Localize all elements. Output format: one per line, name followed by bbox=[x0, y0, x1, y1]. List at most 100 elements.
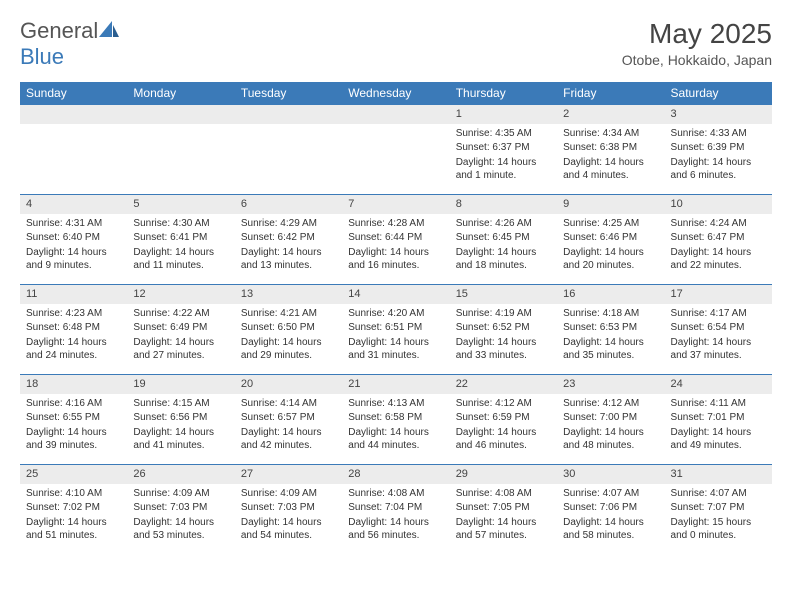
day-number: 23 bbox=[557, 375, 664, 394]
logo-text: GeneralBlue bbox=[20, 18, 120, 70]
title-block: May 2025 Otobe, Hokkaido, Japan bbox=[622, 18, 772, 68]
day-details: Sunrise: 4:19 AMSunset: 6:52 PMDaylight:… bbox=[450, 304, 557, 370]
sunset-text: Sunset: 6:57 PM bbox=[241, 411, 336, 425]
day-number: 10 bbox=[665, 195, 772, 214]
day-details: Sunrise: 4:18 AMSunset: 6:53 PMDaylight:… bbox=[557, 304, 664, 370]
sunrise-text: Sunrise: 4:10 AM bbox=[26, 487, 121, 501]
header: GeneralBlue May 2025 Otobe, Hokkaido, Ja… bbox=[20, 18, 772, 70]
sunset-text: Sunset: 6:58 PM bbox=[348, 411, 443, 425]
sail-icon bbox=[98, 18, 120, 44]
day-details: Sunrise: 4:31 AMSunset: 6:40 PMDaylight:… bbox=[20, 214, 127, 280]
sunrise-text: Sunrise: 4:33 AM bbox=[671, 127, 766, 141]
calendar-week-row: 25Sunrise: 4:10 AMSunset: 7:02 PMDayligh… bbox=[20, 465, 772, 555]
sunset-text: Sunset: 6:37 PM bbox=[456, 141, 551, 155]
sunset-text: Sunset: 6:48 PM bbox=[26, 321, 121, 335]
sunrise-text: Sunrise: 4:31 AM bbox=[26, 217, 121, 231]
calendar-cell: 16Sunrise: 4:18 AMSunset: 6:53 PMDayligh… bbox=[557, 285, 664, 375]
day-details: Sunrise: 4:12 AMSunset: 7:00 PMDaylight:… bbox=[557, 394, 664, 460]
daylight-text: Daylight: 14 hours and 35 minutes. bbox=[563, 336, 658, 363]
day-number: 14 bbox=[342, 285, 449, 304]
calendar-cell bbox=[127, 105, 234, 195]
day-number: 9 bbox=[557, 195, 664, 214]
day-number: 31 bbox=[665, 465, 772, 484]
sunset-text: Sunset: 6:53 PM bbox=[563, 321, 658, 335]
sunrise-text: Sunrise: 4:12 AM bbox=[456, 397, 551, 411]
sunrise-text: Sunrise: 4:09 AM bbox=[241, 487, 336, 501]
day-number: 19 bbox=[127, 375, 234, 394]
day-header-row: Sunday Monday Tuesday Wednesday Thursday… bbox=[20, 82, 772, 105]
calendar-cell: 1Sunrise: 4:35 AMSunset: 6:37 PMDaylight… bbox=[450, 105, 557, 195]
sunrise-text: Sunrise: 4:28 AM bbox=[348, 217, 443, 231]
sunset-text: Sunset: 6:59 PM bbox=[456, 411, 551, 425]
sunset-text: Sunset: 6:44 PM bbox=[348, 231, 443, 245]
day-number: 29 bbox=[450, 465, 557, 484]
sunset-text: Sunset: 6:50 PM bbox=[241, 321, 336, 335]
calendar-cell: 27Sunrise: 4:09 AMSunset: 7:03 PMDayligh… bbox=[235, 465, 342, 555]
sunset-text: Sunset: 6:42 PM bbox=[241, 231, 336, 245]
daylight-text: Daylight: 14 hours and 6 minutes. bbox=[671, 156, 766, 183]
daylight-text: Daylight: 14 hours and 18 minutes. bbox=[456, 246, 551, 273]
sunset-text: Sunset: 6:52 PM bbox=[456, 321, 551, 335]
day-details: Sunrise: 4:17 AMSunset: 6:54 PMDaylight:… bbox=[665, 304, 772, 370]
sunset-text: Sunset: 6:47 PM bbox=[671, 231, 766, 245]
day-details: Sunrise: 4:29 AMSunset: 6:42 PMDaylight:… bbox=[235, 214, 342, 280]
day-details: Sunrise: 4:11 AMSunset: 7:01 PMDaylight:… bbox=[665, 394, 772, 460]
day-header: Tuesday bbox=[235, 82, 342, 105]
sunrise-text: Sunrise: 4:29 AM bbox=[241, 217, 336, 231]
day-header: Friday bbox=[557, 82, 664, 105]
calendar-cell: 11Sunrise: 4:23 AMSunset: 6:48 PMDayligh… bbox=[20, 285, 127, 375]
calendar-cell: 6Sunrise: 4:29 AMSunset: 6:42 PMDaylight… bbox=[235, 195, 342, 285]
daylight-text: Daylight: 14 hours and 24 minutes. bbox=[26, 336, 121, 363]
day-header: Wednesday bbox=[342, 82, 449, 105]
calendar-cell: 26Sunrise: 4:09 AMSunset: 7:03 PMDayligh… bbox=[127, 465, 234, 555]
day-details: Sunrise: 4:23 AMSunset: 6:48 PMDaylight:… bbox=[20, 304, 127, 370]
calendar-cell: 9Sunrise: 4:25 AMSunset: 6:46 PMDaylight… bbox=[557, 195, 664, 285]
calendar-cell bbox=[20, 105, 127, 195]
sunset-text: Sunset: 6:54 PM bbox=[671, 321, 766, 335]
day-details: Sunrise: 4:26 AMSunset: 6:45 PMDaylight:… bbox=[450, 214, 557, 280]
day-details: Sunrise: 4:08 AMSunset: 7:05 PMDaylight:… bbox=[450, 484, 557, 550]
day-details: Sunrise: 4:21 AMSunset: 6:50 PMDaylight:… bbox=[235, 304, 342, 370]
day-number: 16 bbox=[557, 285, 664, 304]
day-details: Sunrise: 4:25 AMSunset: 6:46 PMDaylight:… bbox=[557, 214, 664, 280]
sunrise-text: Sunrise: 4:20 AM bbox=[348, 307, 443, 321]
sunset-text: Sunset: 6:49 PM bbox=[133, 321, 228, 335]
day-details: Sunrise: 4:34 AMSunset: 6:38 PMDaylight:… bbox=[557, 124, 664, 190]
daylight-text: Daylight: 14 hours and 48 minutes. bbox=[563, 426, 658, 453]
day-details: Sunrise: 4:14 AMSunset: 6:57 PMDaylight:… bbox=[235, 394, 342, 460]
sunrise-text: Sunrise: 4:12 AM bbox=[563, 397, 658, 411]
day-number: 4 bbox=[20, 195, 127, 214]
sunrise-text: Sunrise: 4:26 AM bbox=[456, 217, 551, 231]
daylight-text: Daylight: 14 hours and 31 minutes. bbox=[348, 336, 443, 363]
sunrise-text: Sunrise: 4:17 AM bbox=[671, 307, 766, 321]
calendar-cell: 28Sunrise: 4:08 AMSunset: 7:04 PMDayligh… bbox=[342, 465, 449, 555]
day-details: Sunrise: 4:20 AMSunset: 6:51 PMDaylight:… bbox=[342, 304, 449, 370]
day-number: 21 bbox=[342, 375, 449, 394]
day-number: 26 bbox=[127, 465, 234, 484]
sunrise-text: Sunrise: 4:35 AM bbox=[456, 127, 551, 141]
calendar-cell: 5Sunrise: 4:30 AMSunset: 6:41 PMDaylight… bbox=[127, 195, 234, 285]
day-number: 13 bbox=[235, 285, 342, 304]
day-details: Sunrise: 4:13 AMSunset: 6:58 PMDaylight:… bbox=[342, 394, 449, 460]
day-details: Sunrise: 4:22 AMSunset: 6:49 PMDaylight:… bbox=[127, 304, 234, 370]
calendar-cell: 2Sunrise: 4:34 AMSunset: 6:38 PMDaylight… bbox=[557, 105, 664, 195]
daylight-text: Daylight: 14 hours and 11 minutes. bbox=[133, 246, 228, 273]
day-number: 12 bbox=[127, 285, 234, 304]
daylight-text: Daylight: 14 hours and 44 minutes. bbox=[348, 426, 443, 453]
sunrise-text: Sunrise: 4:22 AM bbox=[133, 307, 228, 321]
sunset-text: Sunset: 7:03 PM bbox=[133, 501, 228, 515]
sunrise-text: Sunrise: 4:21 AM bbox=[241, 307, 336, 321]
daylight-text: Daylight: 14 hours and 46 minutes. bbox=[456, 426, 551, 453]
sunset-text: Sunset: 6:45 PM bbox=[456, 231, 551, 245]
day-number: 3 bbox=[665, 105, 772, 124]
calendar-cell bbox=[342, 105, 449, 195]
day-details: Sunrise: 4:08 AMSunset: 7:04 PMDaylight:… bbox=[342, 484, 449, 550]
calendar-cell: 22Sunrise: 4:12 AMSunset: 6:59 PMDayligh… bbox=[450, 375, 557, 465]
calendar-cell: 12Sunrise: 4:22 AMSunset: 6:49 PMDayligh… bbox=[127, 285, 234, 375]
calendar-cell: 13Sunrise: 4:21 AMSunset: 6:50 PMDayligh… bbox=[235, 285, 342, 375]
sunrise-text: Sunrise: 4:08 AM bbox=[348, 487, 443, 501]
location-text: Otobe, Hokkaido, Japan bbox=[622, 52, 772, 68]
sunrise-text: Sunrise: 4:34 AM bbox=[563, 127, 658, 141]
daylight-text: Daylight: 14 hours and 27 minutes. bbox=[133, 336, 228, 363]
day-number: 5 bbox=[127, 195, 234, 214]
